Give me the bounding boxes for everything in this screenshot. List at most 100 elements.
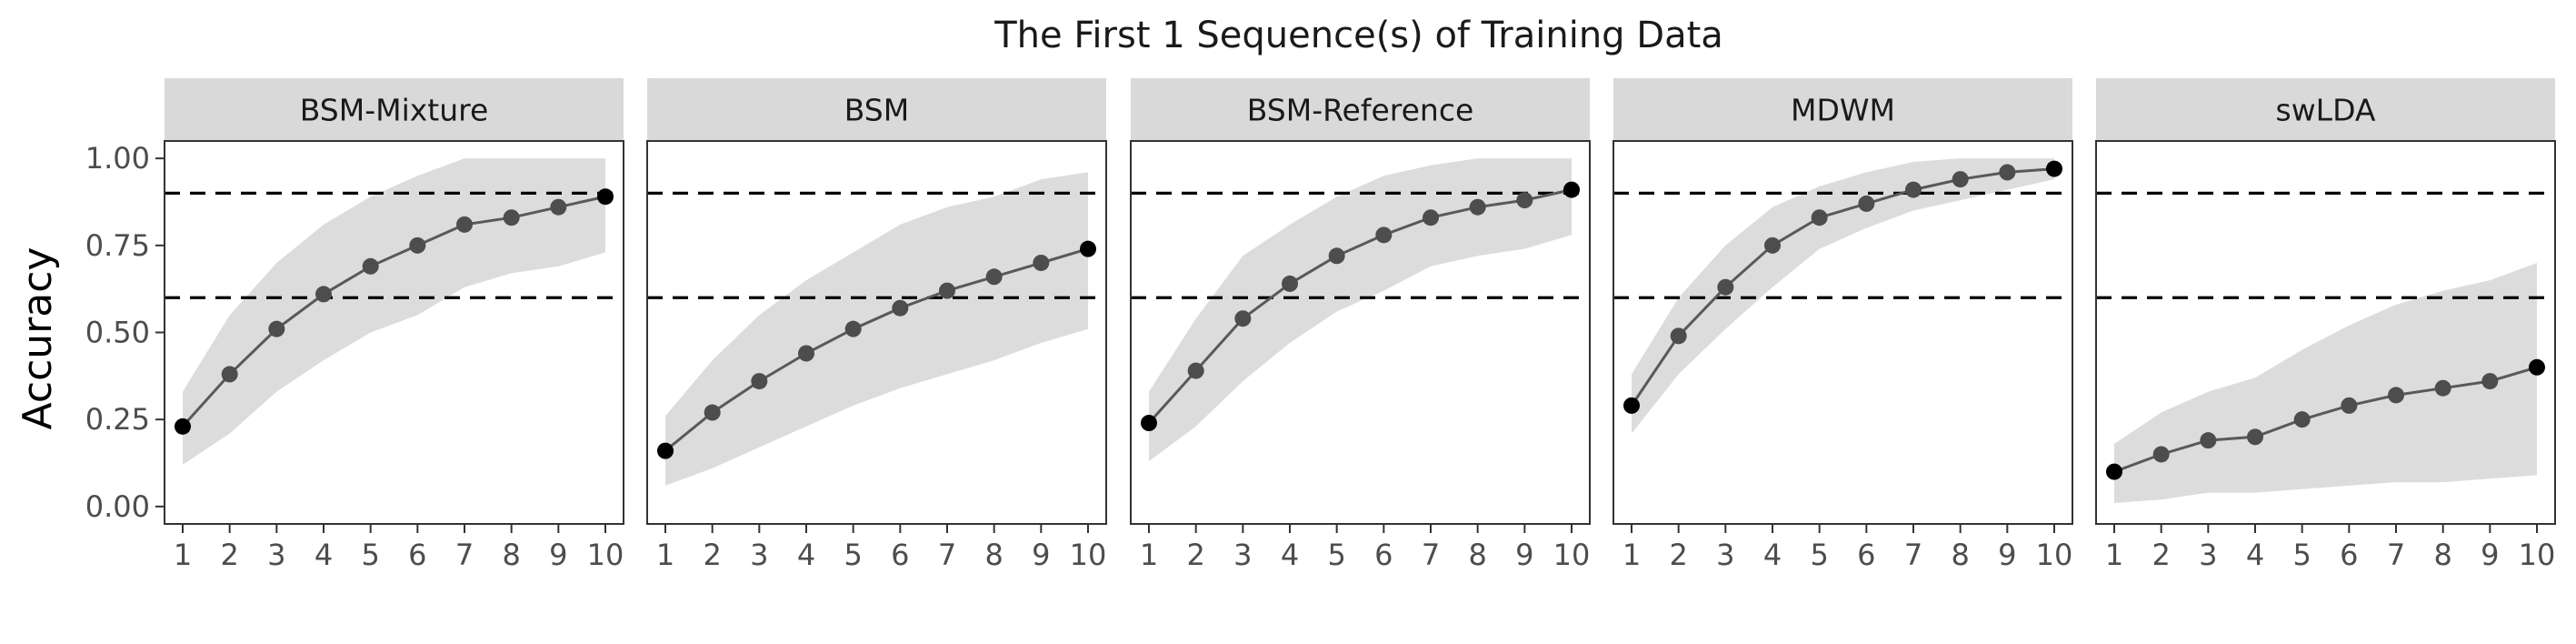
x-tick-label: 4 xyxy=(1281,538,1299,572)
data-point xyxy=(1905,181,1922,198)
facet-strip xyxy=(1613,78,2072,141)
data-point xyxy=(2341,397,2358,414)
x-tick-label: 2 xyxy=(2152,538,2170,572)
data-point xyxy=(1423,209,1439,226)
x-tick-label: 2 xyxy=(703,538,721,572)
x-tick-label: 6 xyxy=(1374,538,1393,572)
x-tick-label: 3 xyxy=(267,538,285,572)
x-tick-label: 5 xyxy=(1810,538,1828,572)
y-tick-label: 0.25 xyxy=(85,402,150,437)
facet-strip-label: MDWM xyxy=(1791,93,1895,128)
facet-strip-label: BSM-Reference xyxy=(1247,93,1474,128)
data-point xyxy=(798,345,814,362)
x-tick-label: 6 xyxy=(891,538,909,572)
y-tick-label: 1.00 xyxy=(85,141,150,176)
panel-border xyxy=(1130,140,1591,525)
panel-border xyxy=(1612,140,2073,525)
data-point xyxy=(1952,171,1969,188)
data-point xyxy=(2529,358,2545,376)
data-point xyxy=(1623,397,1640,414)
data-point xyxy=(1080,240,1096,257)
x-tick-label: 3 xyxy=(2199,538,2217,572)
x-tick-label: 7 xyxy=(1422,538,1440,572)
confidence-band xyxy=(2114,263,2537,503)
y-tick-label: 0.75 xyxy=(85,228,150,263)
facet-strip-label: BSM-Mixture xyxy=(300,93,489,128)
x-tick-label: 10 xyxy=(587,538,624,572)
x-tick-label: 4 xyxy=(1763,538,1782,572)
data-point xyxy=(1670,327,1687,345)
facet-strip xyxy=(2096,78,2555,141)
data-point xyxy=(1282,275,1298,292)
data-point xyxy=(1469,198,1486,216)
facet-strip xyxy=(1131,78,1590,141)
chart-title: The First 1 Sequence(s) of Training Data xyxy=(993,15,1723,56)
data-point xyxy=(2481,373,2499,390)
data-point xyxy=(1141,415,1157,432)
x-tick-label: 10 xyxy=(2036,538,2073,572)
x-tick-label: 9 xyxy=(2481,538,2499,572)
data-point xyxy=(2247,428,2263,446)
data-point xyxy=(985,268,1003,286)
panel-bsm-mixture: BSM-Mixture 1 2 3 4 5 6 7 8 9 10 xyxy=(164,78,624,572)
data-point xyxy=(1858,195,1875,212)
x-tick-label: 8 xyxy=(984,538,1003,572)
series-line xyxy=(181,195,606,428)
facet-strip xyxy=(647,78,1106,141)
data-point xyxy=(409,236,426,254)
x-tick-label: 10 xyxy=(1070,538,1107,572)
x-tick-label: 3 xyxy=(1716,538,1734,572)
data-point xyxy=(597,188,614,206)
x-tick-label: 7 xyxy=(455,538,474,572)
x-tick-label: 9 xyxy=(1998,538,2016,572)
x-tick-label: 8 xyxy=(1951,538,1969,572)
data-point xyxy=(892,299,909,317)
data-point xyxy=(1234,310,1252,327)
facet-strip xyxy=(165,78,624,141)
facet-strip-label: BSM xyxy=(844,93,909,128)
x-tick-label: 6 xyxy=(1857,538,1875,572)
x-tick-label: 4 xyxy=(797,538,815,572)
data-point xyxy=(844,320,862,337)
x-tick-label: 1 xyxy=(1140,538,1158,572)
x-tick-label: 5 xyxy=(844,538,862,572)
confidence-band xyxy=(183,158,605,465)
data-point xyxy=(1999,164,2016,181)
x-tick-label: 7 xyxy=(938,538,956,572)
data-point xyxy=(939,282,955,299)
y-axis-title: Accuracy xyxy=(15,247,61,430)
x-tick-label: 5 xyxy=(1327,538,1345,572)
data-point xyxy=(268,320,285,337)
data-point xyxy=(1187,362,1204,379)
data-point xyxy=(1516,192,1533,209)
panel-border xyxy=(164,140,624,525)
data-point xyxy=(1033,254,1050,271)
confidence-band xyxy=(665,172,1088,486)
x-tick-label: 1 xyxy=(2105,538,2123,572)
data-point xyxy=(456,216,473,233)
x-tick-label: 10 xyxy=(1553,538,1591,572)
data-point xyxy=(751,373,768,390)
x-tick-label: 8 xyxy=(1468,538,1486,572)
data-point xyxy=(550,198,567,216)
x-tick-label: 9 xyxy=(549,538,567,572)
series-line xyxy=(1147,188,1573,425)
data-point xyxy=(2106,463,2122,480)
data-point xyxy=(1717,278,1734,296)
panel-border xyxy=(646,140,1107,525)
data-point xyxy=(704,404,721,421)
x-tick-label: 8 xyxy=(2433,538,2451,572)
x-tick-label: 1 xyxy=(1622,538,1641,572)
data-point xyxy=(221,366,238,383)
x-tick-label: 1 xyxy=(656,538,674,572)
data-point xyxy=(1811,209,1828,226)
x-tick-label: 9 xyxy=(1515,538,1533,572)
x-tick-label: 3 xyxy=(750,538,768,572)
x-tick-label: 7 xyxy=(1904,538,1922,572)
x-tick-label: 6 xyxy=(408,538,426,572)
data-point xyxy=(2293,411,2311,428)
series-line xyxy=(664,247,1089,452)
x-tick-label: 6 xyxy=(2340,538,2358,572)
x-tick-label: 5 xyxy=(361,538,379,572)
x-tick-label: 1 xyxy=(174,538,192,572)
